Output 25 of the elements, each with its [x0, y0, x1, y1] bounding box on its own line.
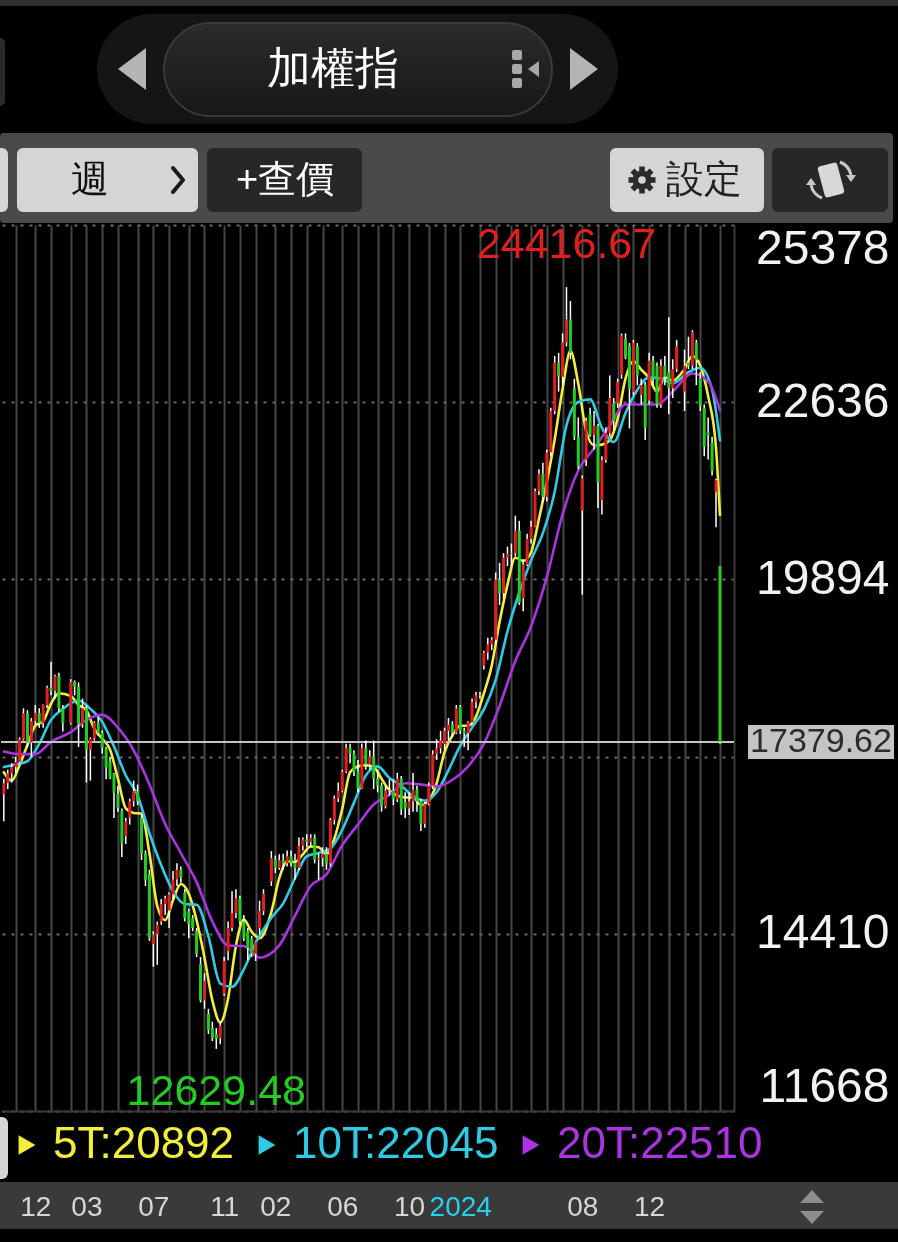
y-tick-label: 19894 — [756, 550, 890, 604]
legend-label: 10T:22045 — [293, 1118, 499, 1167]
legend-label: 20T:22510 — [557, 1118, 763, 1167]
x-tick-label: 07 — [138, 1190, 170, 1222]
x-tick-label: 12 — [20, 1190, 52, 1222]
text: +查價 — [235, 158, 335, 201]
x-tick-label: 2024 — [429, 1190, 492, 1222]
x-tick-label: 12 — [634, 1190, 666, 1222]
annotation: 24416.67 — [476, 219, 657, 268]
legend-label: 5T:20892 — [53, 1118, 235, 1167]
y-tick-label: 11668 — [759, 1058, 890, 1112]
text: 週 — [71, 158, 109, 201]
text: 設定 — [666, 158, 742, 201]
ref-line-label: 17379.62 — [750, 720, 892, 759]
y-tick-label: 14410 — [756, 905, 890, 959]
x-tick-label: 03 — [71, 1190, 103, 1222]
x-tick-label: 10 — [394, 1190, 426, 1222]
x-tick-label: 11 — [210, 1190, 240, 1222]
y-tick-label: 22636 — [756, 373, 890, 427]
x-tick-label: 08 — [567, 1190, 599, 1222]
x-tick-label: 06 — [327, 1190, 359, 1222]
annotation: 12629.48 — [126, 1065, 306, 1114]
x-tick-label: 02 — [260, 1190, 292, 1222]
chart-title: 加權指 — [267, 42, 399, 92]
y-tick-label: 25378 — [756, 220, 890, 274]
